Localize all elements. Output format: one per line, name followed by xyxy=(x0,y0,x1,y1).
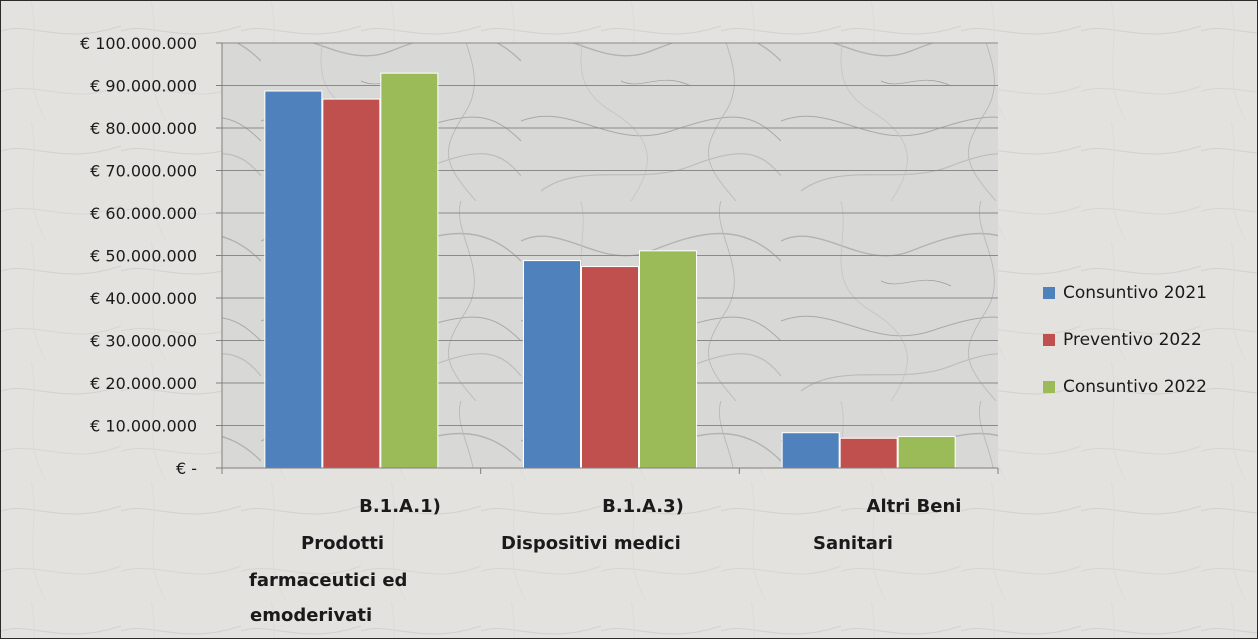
x-tick-label: B.1.A.3) xyxy=(602,496,684,517)
y-tick-label: € 10.000.000 xyxy=(90,417,197,436)
legend-item: Consuntivo 2022 xyxy=(1043,363,1207,410)
bar xyxy=(581,266,639,469)
legend-label: Consuntivo 2021 xyxy=(1063,282,1207,303)
legend-swatch xyxy=(1043,333,1055,346)
y-tick-label: € 20.000.000 xyxy=(90,374,197,393)
bar xyxy=(781,432,840,469)
legend-swatch xyxy=(1043,286,1055,299)
legend-swatch xyxy=(1043,380,1055,393)
bar xyxy=(264,90,323,469)
axes xyxy=(221,43,999,474)
y-tick-label: € 60.000.000 xyxy=(90,204,197,223)
bars xyxy=(264,72,956,469)
y-tick-label: € 80.000.000 xyxy=(90,119,197,138)
legend-item: Preventivo 2022 xyxy=(1043,316,1207,363)
bar xyxy=(322,98,381,469)
legend-label: Consuntivo 2022 xyxy=(1063,376,1207,397)
x-tick-label: emoderivati xyxy=(250,605,372,626)
x-tick-label: Dispositivi medici xyxy=(501,533,681,554)
y-tick-label: € 90.000.000 xyxy=(90,77,197,96)
y-tick-label: € 50.000.000 xyxy=(90,247,197,266)
y-tick-label: € 30.000.000 xyxy=(90,332,197,351)
bar xyxy=(839,437,898,469)
y-tick-label: € 70.000.000 xyxy=(90,162,197,181)
x-tick-label: Altri Beni xyxy=(867,496,962,517)
bar xyxy=(380,72,439,469)
x-tick-labels: B.1.A.1) Prodotti farmaceutici ed emoderiva… xyxy=(249,496,961,626)
legend: Consuntivo 2021 Preventivo 2022 Consuntivo… xyxy=(1043,269,1207,410)
bar xyxy=(639,250,697,469)
x-tick-label: farmaceutici ed xyxy=(249,570,407,591)
x-tick-label: Prodotti xyxy=(301,533,384,554)
bar xyxy=(897,436,956,469)
y-tick-labels: € - € 10.000.000 € 20.000.000 € 30.000.000 €… xyxy=(80,34,197,478)
legend-item: Consuntivo 2021 xyxy=(1043,269,1207,316)
x-tick-label: Sanitari xyxy=(813,533,893,554)
legend-label: Preventivo 2022 xyxy=(1063,329,1202,350)
bar xyxy=(523,260,581,469)
y-tick-label: € 40.000.000 xyxy=(90,289,197,308)
y-tick-label: € 100.000.000 xyxy=(80,34,197,53)
y-tick-label: € - xyxy=(176,459,197,478)
x-tick-label: B.1.A.1) xyxy=(359,496,441,517)
